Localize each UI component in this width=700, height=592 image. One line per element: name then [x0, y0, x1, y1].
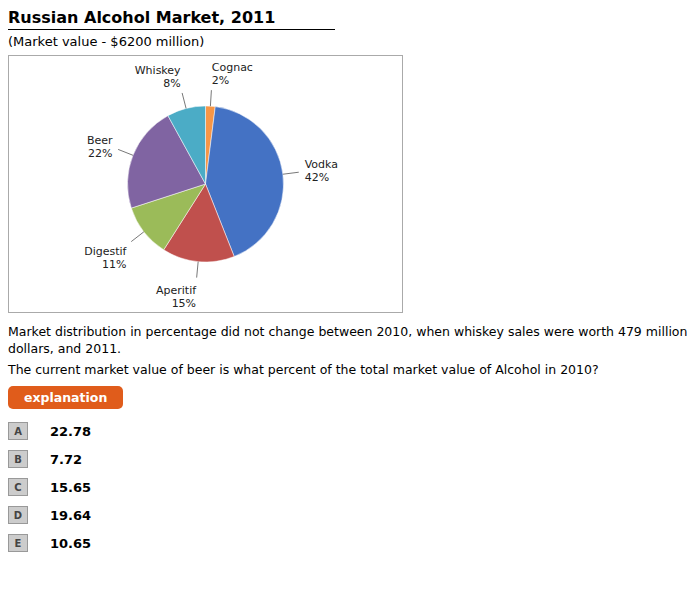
svg-text:Digestif: Digestif [84, 245, 127, 258]
svg-text:8%: 8% [163, 77, 180, 90]
svg-text:11%: 11% [102, 258, 126, 271]
svg-text:22%: 22% [88, 147, 112, 160]
html-text:A: A [14, 425, 22, 437]
svg-text:Aperitif: Aperitif [156, 284, 197, 297]
svg-text:Cognac: Cognac [212, 61, 253, 74]
html-text:7.72: 7.72 [50, 451, 83, 467]
svg-text:Beer: Beer [87, 134, 113, 147]
html-text:(Market value - $6200 million): (Market value - $6200 million) [8, 34, 205, 49]
html-text:19.64: 19.64 [50, 507, 92, 523]
svg-text:42%: 42% [305, 171, 329, 184]
html-text:Market distribution in percent: Market distribution in percentage did no… [8, 324, 688, 356]
html-text:15.65: 15.65 [50, 479, 92, 495]
svg-text:Whiskey: Whiskey [135, 64, 181, 77]
html-text:B: B [14, 453, 22, 465]
svg-text:Vodka: Vodka [305, 158, 338, 171]
html-text:Russian Alcohol Market, 2011: Russian Alcohol Market, 2011 [8, 8, 276, 27]
svg-text:15%: 15% [172, 297, 196, 310]
html-text:22.78: 22.78 [50, 423, 92, 439]
html-text:C: C [14, 481, 22, 493]
html-text:The current market value of be: The current market value of beer is what… [8, 362, 599, 377]
html-text:E: E [14, 537, 22, 549]
svg-text:2%: 2% [212, 74, 229, 87]
html-text:explanation: explanation [24, 390, 108, 405]
html-text:10.65: 10.65 [50, 535, 92, 551]
html-text:D: D [13, 509, 23, 521]
